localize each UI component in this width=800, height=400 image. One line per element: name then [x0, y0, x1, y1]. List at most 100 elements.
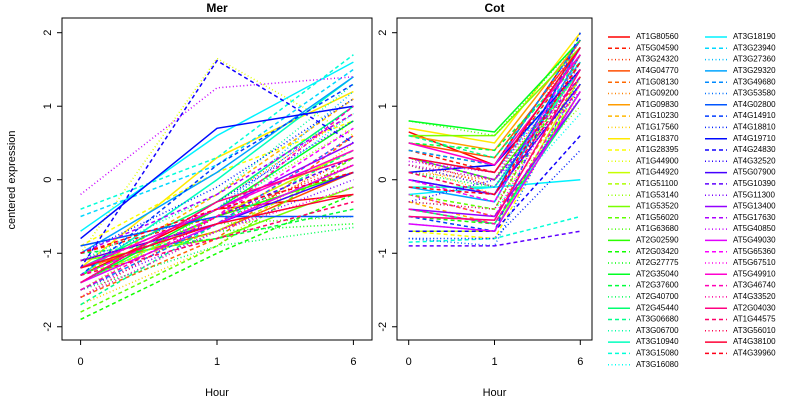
legend-label: AT3G24320	[636, 55, 679, 64]
legend-label: AT1G17560	[636, 123, 679, 132]
series-line	[408, 149, 581, 240]
legend-label: AT3G06700	[636, 326, 679, 335]
series-line	[408, 68, 581, 174]
legend-label: AT5G13400	[733, 202, 776, 211]
y-tick-label: 0	[377, 177, 389, 183]
series-line	[80, 54, 354, 210]
legend-label: AT3G29320	[733, 66, 776, 75]
y-tick-label: 0	[42, 177, 54, 183]
x-tick-label: 6	[577, 356, 583, 368]
legend-label: AT2G45440	[636, 303, 679, 312]
series-line	[408, 61, 581, 210]
series-line	[80, 105, 354, 240]
legend-label: AT5G65360	[733, 247, 776, 256]
x-axis-label: Hour	[205, 387, 229, 399]
y-tick-label: 2	[42, 30, 54, 36]
legend-label: AT2G35040	[636, 269, 679, 278]
series-line	[80, 61, 354, 232]
series-line	[408, 47, 581, 203]
legend-label: AT5G10390	[733, 179, 776, 188]
legend-label: AT1G44920	[636, 168, 679, 177]
legend-label: AT3G49680	[733, 77, 776, 86]
legend-label: AT1G56020	[636, 213, 679, 222]
legend-label: AT1G44575	[733, 315, 776, 324]
legend-label: AT1G10230	[636, 111, 679, 120]
legend-label: AT3G06680	[636, 315, 679, 324]
legend-label: AT2G04030	[733, 303, 776, 312]
legend-label: AT4G04770	[636, 66, 679, 75]
y-tick-label: -2	[377, 322, 389, 332]
legend-label: AT4G14910	[733, 111, 776, 120]
series-line	[80, 157, 354, 291]
series-line	[408, 91, 581, 225]
legend-label: AT1G08130	[636, 77, 679, 86]
series-line	[80, 76, 354, 254]
legend-label: AT3G15080	[636, 349, 679, 358]
series-line	[408, 46, 581, 137]
legend-label: AT1G53520	[636, 202, 679, 211]
y-tick-label: -2	[42, 322, 54, 332]
legend-label: AT5G40850	[733, 224, 776, 233]
x-tick-label: 0	[78, 356, 84, 368]
legend-label: AT4G32520	[733, 156, 776, 165]
legend-label: AT4G19710	[733, 134, 776, 143]
legend-label: AT2G27775	[636, 258, 679, 267]
legend-label: AT5G11300	[733, 190, 776, 199]
panel-frame	[61, 17, 373, 341]
series-line	[80, 164, 354, 277]
legend-label: AT5G17630	[733, 213, 776, 222]
series-line	[408, 54, 581, 166]
series-line	[408, 39, 581, 181]
legend-label: AT5G07900	[733, 168, 776, 177]
series-line	[408, 46, 581, 159]
legend-label: AT1G53140	[636, 190, 679, 199]
legend-label: AT4G38100	[733, 337, 776, 346]
legend-label: AT3G18190	[733, 32, 776, 41]
legend-label: AT2G37600	[636, 281, 679, 290]
panel-frame	[396, 17, 593, 341]
legend-label: AT4G18810	[733, 123, 776, 132]
series-line	[80, 193, 354, 269]
series-line	[80, 193, 354, 321]
series-line	[408, 46, 581, 174]
y-tick-label: 1	[377, 103, 389, 109]
x-tick-label: 6	[350, 356, 356, 368]
legend-label: AT1G44900	[636, 156, 679, 165]
series-line	[408, 91, 581, 232]
legend-label: AT2G40700	[636, 292, 679, 301]
legend-label: AT4G02800	[733, 100, 776, 109]
series-line	[80, 201, 354, 277]
legend-label: AT3G53580	[733, 89, 776, 98]
legend-label: AT3G10940	[636, 337, 679, 346]
series-line	[80, 226, 354, 291]
series-line	[80, 83, 354, 276]
series-line	[408, 61, 581, 181]
legend-label: AT1G09200	[636, 89, 679, 98]
series-line	[408, 76, 581, 218]
legend-label: AT3G46740	[733, 281, 776, 290]
series-line	[80, 142, 354, 306]
legend-label: AT5G49910	[733, 269, 776, 278]
x-tick-label: 0	[406, 356, 412, 368]
series-line	[408, 69, 581, 221]
series-line	[80, 112, 354, 254]
legend-label: AT4G24830	[733, 145, 776, 154]
legend-label: AT5G49030	[733, 236, 776, 245]
legend-label: AT1G80560	[636, 32, 679, 41]
legend-label: AT2G02590	[636, 236, 679, 245]
series-line	[80, 149, 354, 306]
series-line	[408, 61, 581, 196]
x-tick-label: 1	[214, 356, 220, 368]
legend-label: AT3G23940	[733, 43, 776, 52]
panel-title: Cot	[485, 1, 505, 15]
y-tick-label: -1	[377, 248, 389, 258]
series-line	[80, 164, 354, 299]
legend-label: AT4G39960	[733, 349, 776, 358]
legend-label: AT1G28395	[636, 145, 679, 154]
series-line	[79, 59, 354, 269]
series-line	[80, 98, 354, 254]
legend-label: AT1G18370	[636, 134, 679, 143]
y-tick-label: 1	[42, 103, 54, 109]
x-tick-label: 1	[491, 356, 497, 368]
